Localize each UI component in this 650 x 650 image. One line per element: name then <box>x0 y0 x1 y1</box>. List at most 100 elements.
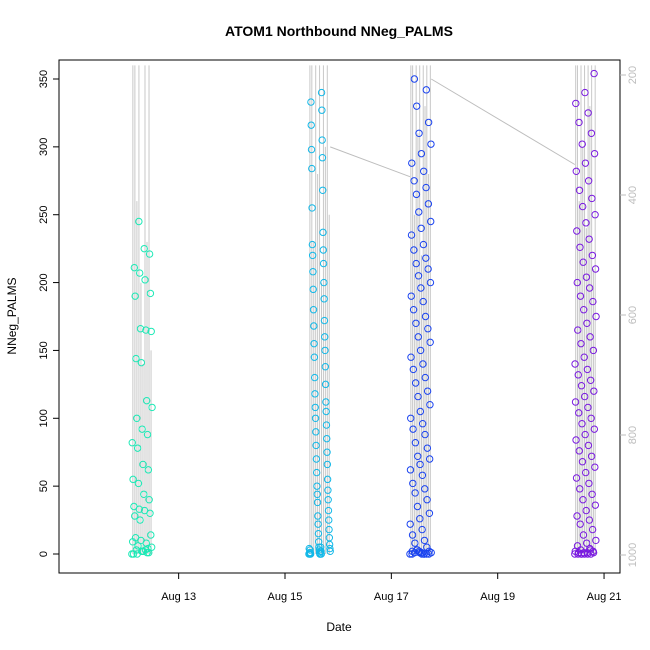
data-point <box>324 506 333 515</box>
profile-lines <box>132 65 596 554</box>
data-point <box>414 333 422 341</box>
data-point <box>416 460 424 469</box>
data-point <box>422 183 430 192</box>
data-point <box>307 98 315 106</box>
data-point <box>132 354 140 363</box>
data-point <box>419 240 428 249</box>
data-point <box>313 498 322 507</box>
data-point <box>581 430 589 439</box>
data-point <box>408 159 416 167</box>
data-point <box>420 167 428 175</box>
data-point <box>582 506 590 515</box>
data-point <box>420 536 429 545</box>
data-point <box>319 246 327 254</box>
data-point <box>312 428 320 436</box>
data-point <box>426 278 435 287</box>
data-point <box>133 550 141 558</box>
data-point <box>310 322 318 330</box>
data-point <box>573 278 581 287</box>
data-point <box>142 396 151 405</box>
data-point <box>582 273 591 281</box>
data-point <box>575 186 584 194</box>
data-point <box>323 475 332 484</box>
data-point <box>579 496 587 504</box>
data-point <box>308 164 316 173</box>
data-point <box>409 479 417 488</box>
data-point <box>422 86 430 94</box>
data-point <box>325 516 333 524</box>
data-point <box>131 512 139 520</box>
data-point <box>411 379 420 387</box>
data-point <box>311 403 319 412</box>
data-point <box>326 544 334 553</box>
data-point <box>583 365 592 374</box>
data-point <box>578 420 586 428</box>
data-point <box>316 550 324 558</box>
data-point <box>422 254 430 262</box>
data-point <box>425 509 434 517</box>
data-point <box>145 496 153 504</box>
data-point <box>427 217 435 226</box>
data-point <box>136 516 144 524</box>
x-axis: Aug 13 Aug 15 Aug 17 Aug 19 Aug 21 <box>161 572 621 603</box>
data-point <box>418 420 427 428</box>
data-point <box>134 542 142 550</box>
y-axis-right: 200 400 600 800 1000 <box>620 66 639 567</box>
data-point <box>140 244 148 253</box>
data-point <box>579 202 587 211</box>
data-point <box>590 69 598 78</box>
data-point <box>310 339 318 348</box>
data-point <box>148 403 156 412</box>
data-point <box>140 490 148 498</box>
data-point <box>585 516 594 524</box>
data-point <box>587 452 596 460</box>
data-point <box>579 531 588 539</box>
data-point <box>583 548 591 557</box>
data-points <box>128 69 600 558</box>
data-point <box>147 531 155 539</box>
data-point <box>406 466 415 474</box>
data-point <box>582 539 591 547</box>
data-point <box>421 485 429 493</box>
data-point <box>324 496 332 504</box>
data-point <box>136 325 145 333</box>
data-point <box>577 382 586 390</box>
y-tick-label: 350 <box>38 70 50 88</box>
data-point <box>321 346 329 355</box>
data-point <box>325 525 333 534</box>
data-point <box>424 118 433 127</box>
data-point <box>413 102 421 110</box>
data-point <box>129 550 138 558</box>
data-point <box>139 460 147 469</box>
data-point <box>133 444 142 452</box>
data-point <box>424 325 432 333</box>
data-point <box>309 268 317 276</box>
data-point <box>416 407 425 416</box>
data-point <box>409 306 418 314</box>
data-point <box>306 546 314 554</box>
data-point <box>310 353 319 361</box>
data-point <box>576 243 584 251</box>
data-point <box>145 250 154 258</box>
data-point <box>318 136 326 144</box>
data-point <box>584 177 593 185</box>
data-point <box>421 312 430 321</box>
data-point <box>407 353 415 361</box>
data-point <box>591 463 599 471</box>
data-point <box>589 346 598 355</box>
data-point <box>422 550 431 558</box>
data-point <box>591 211 599 219</box>
data-point <box>592 536 600 545</box>
x-tick-label: Aug 17 <box>374 591 409 603</box>
data-point <box>584 403 592 412</box>
data-point <box>580 306 588 314</box>
data-point <box>133 414 141 422</box>
data-point <box>134 479 143 488</box>
data-point <box>319 259 328 268</box>
data-point <box>318 106 326 114</box>
data-point <box>309 285 317 294</box>
data-point <box>308 251 317 260</box>
data-point <box>410 246 418 254</box>
data-point <box>592 312 600 321</box>
data-point <box>572 99 580 108</box>
